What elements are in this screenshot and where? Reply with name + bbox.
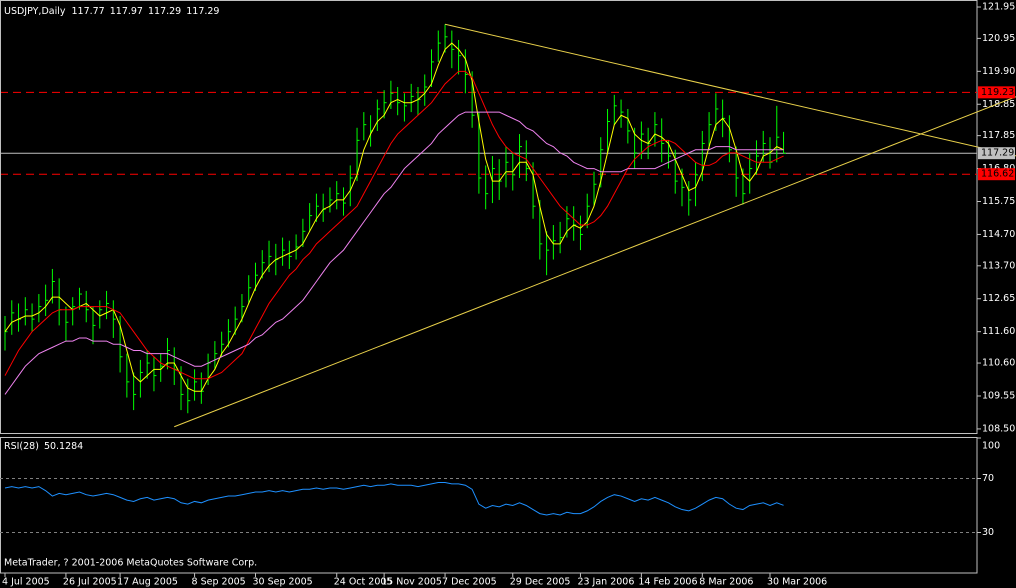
high-value: 117.97: [110, 6, 143, 17]
price-label: 117.29: [981, 148, 1014, 159]
level-label: 119.23: [981, 87, 1014, 98]
y-tick-label: 120.95: [982, 33, 1015, 44]
y-tick-label: 121.95: [982, 2, 1015, 13]
x-tick-label: 17 Aug 2005: [117, 577, 178, 588]
moving-average: [4, 42, 784, 392]
rsi-tick-label: 100: [982, 441, 1000, 452]
rsi-line: [4, 482, 784, 516]
y-tick-label: 114.70: [982, 229, 1015, 240]
x-tick-label: 4 Jul 2005: [2, 577, 50, 588]
rsi-tick-label: 70: [982, 473, 994, 484]
moving-average: [4, 70, 784, 380]
y-tick-label: 111.60: [982, 326, 1015, 337]
y-tick-label: 119.90: [982, 66, 1015, 77]
low-value: 117.29: [148, 6, 181, 17]
footer: MetaTrader, ? 2001-2006 MetaQuotes Softw…: [4, 558, 257, 569]
y-tick-label: 108.50: [982, 423, 1015, 434]
x-tick-label: 30 Sep 2005: [252, 577, 312, 588]
rsi-value: 50.1284: [44, 441, 83, 452]
main-panel-frame: [0, 0, 978, 434]
x-tick-label: 14 Feb 2006: [638, 577, 697, 588]
moving-average: [4, 111, 784, 395]
x-tick-label: 29 Dec 2005: [510, 577, 571, 588]
trendline: [174, 96, 1016, 428]
x-tick-label: 15 Nov 2005: [381, 577, 442, 588]
level-label: 116.62: [981, 169, 1014, 180]
symbol: USDJPY,Daily: [4, 6, 66, 17]
chart-header: USDJPY,Daily 117.77 117.97 117.29 117.29: [4, 6, 219, 17]
rsi-header: RSI(28) 50.1284: [4, 441, 83, 452]
rsi-panel-frame: [0, 437, 978, 574]
rsi-tick-label: 30: [982, 527, 994, 538]
x-tick-label: 7 Dec 2005: [442, 577, 497, 588]
y-tick-label: 117.85: [982, 130, 1015, 141]
y-tick-label: 109.55: [982, 390, 1015, 401]
open-value: 117.77: [71, 6, 104, 17]
close-value: 117.29: [186, 6, 219, 17]
y-tick-label: 110.60: [982, 358, 1015, 369]
y-tick-label: 112.65: [982, 293, 1015, 304]
x-tick-label: 30 Mar 2006: [767, 577, 827, 588]
rsi-label: RSI(28): [4, 441, 39, 452]
main-plot: [1, 23, 1016, 428]
y-tick-label: 113.70: [982, 260, 1015, 271]
level-label-box: [978, 168, 1015, 181]
y-tick-label: 118.85: [982, 99, 1015, 110]
level-label-box: [978, 86, 1015, 99]
x-tick-label: 26 Jul 2005: [63, 577, 117, 588]
x-tick-label: 8 Sep 2005: [192, 577, 246, 588]
x-tick-label: 24 Oct 2005: [334, 577, 393, 588]
x-tick-label: 8 Mar 2006: [699, 577, 753, 588]
y-tick-label: 115.75: [982, 196, 1015, 207]
x-tick-label: 23 Jan 2006: [577, 577, 634, 588]
price-label-box: [978, 147, 1015, 160]
